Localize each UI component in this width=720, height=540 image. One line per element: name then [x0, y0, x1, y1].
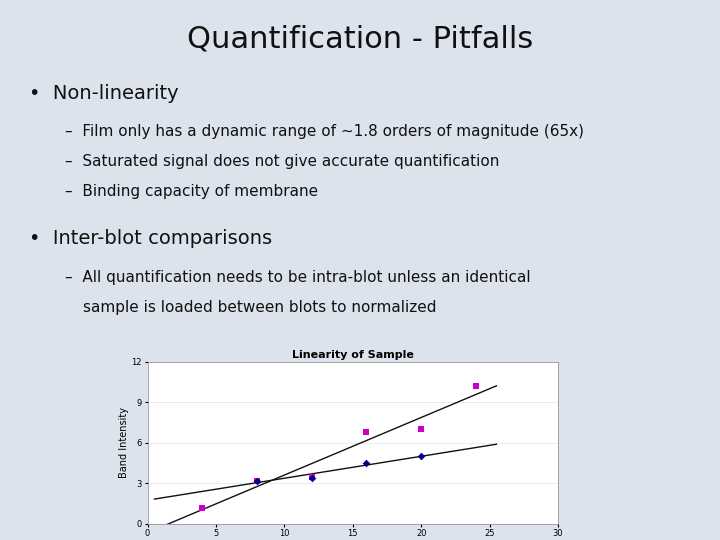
- Text: Quantification - Pitfalls: Quantification - Pitfalls: [187, 24, 533, 53]
- Text: –  All quantification needs to be intra-blot unless an identical: – All quantification needs to be intra-b…: [65, 270, 531, 285]
- Text: –  Saturated signal does not give accurate quantification: – Saturated signal does not give accurat…: [65, 154, 499, 169]
- Point: [306, 472, 318, 481]
- Text: –  Binding capacity of membrane: – Binding capacity of membrane: [65, 184, 318, 199]
- Text: •  Non-linearity: • Non-linearity: [29, 84, 179, 103]
- Point: [470, 382, 482, 390]
- Point: [361, 428, 372, 436]
- Y-axis label: Band Intensity: Band Intensity: [119, 407, 129, 478]
- Point: [197, 503, 208, 512]
- Point: [415, 452, 427, 461]
- Point: [361, 458, 372, 467]
- Point: [251, 476, 263, 485]
- Text: •  Inter-blot comparisons: • Inter-blot comparisons: [29, 230, 272, 248]
- Title: Linearity of Sample: Linearity of Sample: [292, 349, 414, 360]
- Point: [306, 474, 318, 482]
- Text: –  Film only has a dynamic range of ~1.8 orders of magnitude (65x): – Film only has a dynamic range of ~1.8 …: [65, 124, 584, 139]
- Point: [251, 476, 263, 485]
- Text: sample is loaded between blots to normalized: sample is loaded between blots to normal…: [83, 300, 436, 315]
- Point: [415, 425, 427, 434]
